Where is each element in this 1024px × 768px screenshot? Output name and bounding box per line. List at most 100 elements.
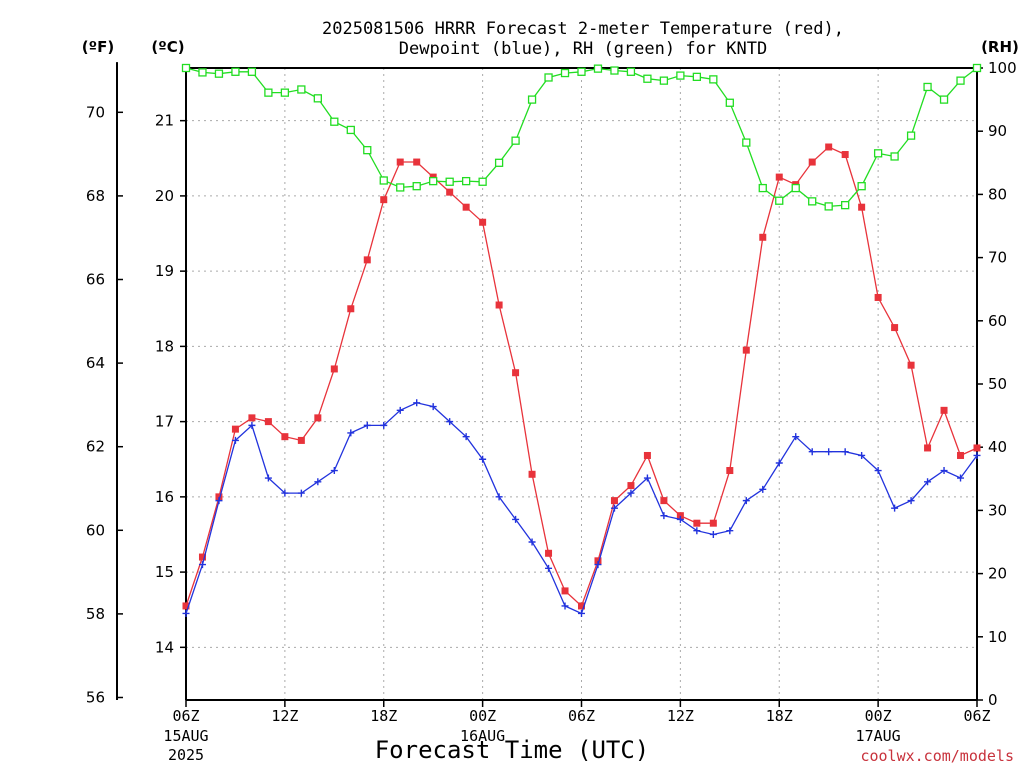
fahrenheit-tick-label: 58	[86, 605, 105, 623]
dewpoint-point	[759, 485, 767, 493]
rh-point	[676, 71, 685, 80]
rh-point	[709, 75, 718, 84]
temperature-point	[676, 512, 684, 520]
rh-point	[363, 146, 372, 155]
rh-point	[972, 63, 982, 73]
x-tick-label: 00Z	[865, 707, 892, 725]
temperature-point	[446, 188, 454, 196]
rh-point	[890, 152, 899, 161]
temperature-point	[347, 305, 355, 313]
x-date-label: 15AUG	[163, 727, 208, 745]
fahrenheit-tick-label: 70	[86, 103, 105, 121]
rh-point	[643, 74, 652, 83]
temperature-point	[479, 218, 487, 226]
rh-point	[626, 67, 636, 76]
rh-point	[461, 176, 471, 186]
dewpoint-point	[413, 399, 421, 407]
temperature-point	[198, 553, 206, 561]
rh-point	[939, 95, 949, 104]
fahrenheit-tick-label: 62	[86, 438, 105, 456]
rh-tick-label: 30	[988, 501, 1007, 519]
rh-tick-label: 100	[988, 59, 1017, 77]
rh-point	[429, 176, 438, 186]
temperature-point	[660, 497, 668, 505]
temperature-point	[627, 482, 635, 490]
dewpoint-point	[297, 489, 305, 497]
fahrenheit-tick-label: 64	[86, 354, 105, 372]
x-tick-label: 00Z	[469, 707, 496, 725]
series-layer	[181, 63, 982, 617]
rh-point	[593, 64, 603, 73]
dewpoint-point	[446, 418, 454, 426]
dewpoint-point	[380, 421, 388, 429]
temperature-point	[907, 361, 915, 369]
dewpoint-point	[330, 467, 338, 475]
temperature-point	[825, 143, 833, 151]
fahrenheit-tick-label: 56	[86, 688, 105, 706]
rh-point	[560, 68, 570, 78]
dewpoint-point	[594, 561, 602, 569]
rh-point	[956, 76, 965, 85]
temperature-point	[973, 444, 981, 452]
dewpoint-point	[726, 527, 734, 535]
dewpoint-point	[808, 448, 816, 456]
dewpoint-point	[610, 504, 618, 512]
rh-point	[297, 85, 306, 94]
rh-point	[758, 183, 767, 193]
temperature-point	[561, 587, 569, 595]
dewpoint-point	[462, 433, 470, 441]
fahrenheit-tick-label: 68	[86, 187, 105, 205]
temperature-point	[693, 519, 701, 527]
x-date-label: 16AUG	[460, 727, 505, 745]
rh-point	[841, 200, 850, 210]
temperature-point	[808, 158, 816, 166]
temperature-point	[594, 557, 602, 565]
dewpoint-point	[363, 421, 371, 429]
dewpoint-point	[841, 448, 849, 456]
temperature-point	[742, 346, 750, 354]
temperature-point	[462, 203, 470, 211]
rh-tick-label: 80	[988, 185, 1007, 203]
rh-point	[742, 138, 751, 147]
rh-point	[264, 88, 273, 97]
dewpoint-point	[907, 497, 915, 505]
dewpoint-point	[693, 527, 701, 535]
rh-tick-label: 0	[988, 691, 998, 709]
rh-point	[791, 183, 800, 193]
temperature-point	[380, 196, 388, 204]
rh-point	[692, 72, 702, 81]
dewpoint-point	[512, 515, 520, 523]
rh-point	[808, 197, 817, 206]
temperature-point	[413, 158, 421, 166]
rh-point	[445, 177, 454, 186]
dewpoint-point	[429, 403, 437, 411]
dewpoint-point	[792, 433, 800, 441]
temperature-point	[940, 406, 948, 414]
dewpoint-point	[578, 609, 585, 617]
rh-tick-label: 20	[988, 565, 1007, 583]
dewpoint-point	[957, 474, 965, 482]
temperature-point	[957, 451, 965, 459]
temperature-point	[578, 602, 585, 610]
dewpoint-point	[264, 474, 272, 482]
chart-title-line1: 2025081506 HRRR Forecast 2-meter Tempera…	[322, 19, 844, 39]
rh-point	[247, 67, 257, 76]
x-tick-label: 06Z	[568, 707, 595, 725]
rh-point	[346, 125, 355, 135]
dewpoint-point	[528, 538, 536, 546]
x-tick-label: 18Z	[370, 707, 397, 725]
rh-tick-label: 50	[988, 375, 1007, 393]
celsius-tick-label: 18	[155, 337, 174, 355]
unit-label-rh: (RH)	[981, 38, 1019, 56]
celsius-tick-label: 17	[155, 413, 174, 431]
temperature-point	[297, 436, 305, 444]
dewpoint-point	[940, 467, 948, 475]
temperature-point	[314, 414, 322, 422]
celsius-tick-label: 14	[155, 638, 174, 656]
dewpoint-point	[248, 421, 256, 429]
rh-tick-label: 10	[988, 628, 1007, 646]
dewpoint-point	[347, 429, 355, 437]
chart-title-line2: Dewpoint (blue), RH (green) for KNTD	[399, 39, 767, 59]
x-axis-title: Forecast Time (UTC)	[375, 736, 650, 764]
